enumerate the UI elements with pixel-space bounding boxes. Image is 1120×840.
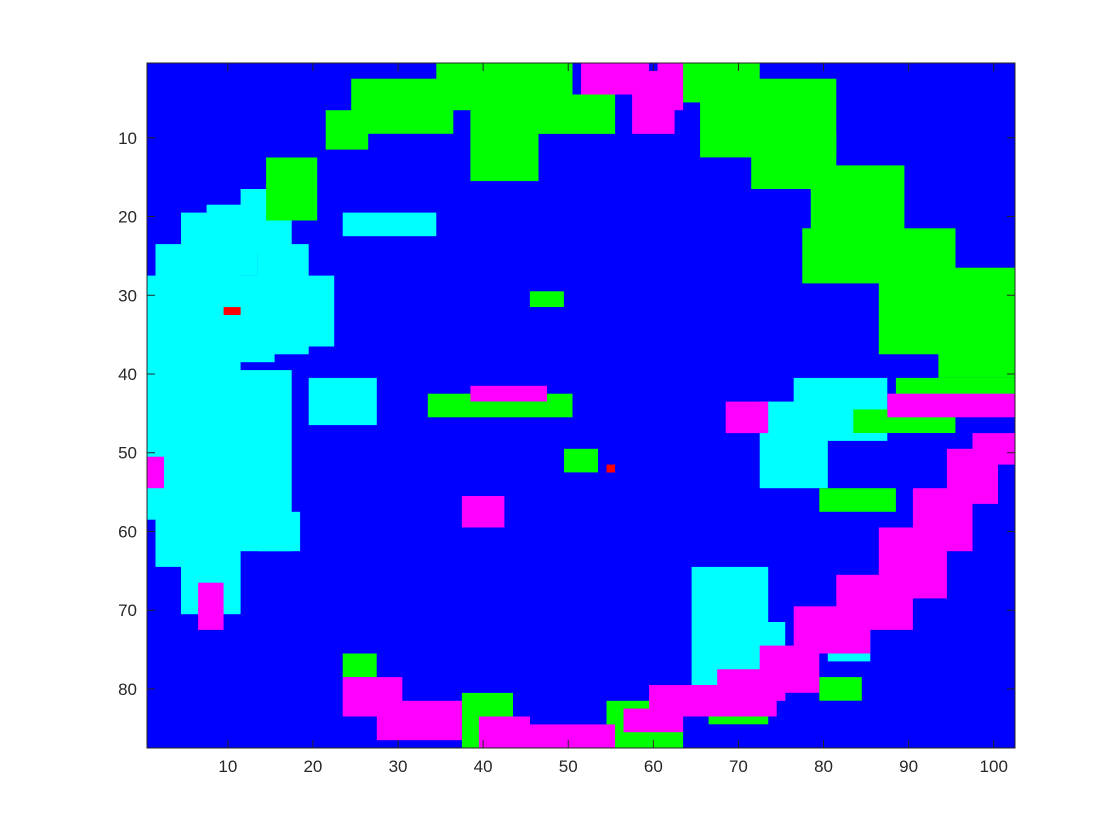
- x-tick-label: 60: [644, 757, 663, 776]
- heatmap-region-green: [351, 78, 454, 134]
- heatmap-region-green: [938, 330, 1015, 378]
- heatmap-region-green: [470, 102, 539, 182]
- heatmap-region-green: [342, 653, 377, 678]
- x-tick-label: 20: [303, 757, 322, 776]
- heatmap-cells: [147, 63, 1015, 748]
- heatmap-region-magenta: [657, 63, 684, 111]
- heatmap-region-magenta: [198, 582, 224, 630]
- x-tick-label: 70: [729, 757, 748, 776]
- heatmap-region-green: [819, 677, 862, 701]
- heatmap-region-green: [819, 488, 896, 512]
- y-axis: 10 20 30 40 50 60 70 80: [118, 129, 1015, 699]
- heatmap-region-magenta: [461, 496, 505, 528]
- y-tick-label: 40: [118, 365, 137, 384]
- heatmap-region-green: [564, 448, 598, 473]
- y-tick-label: 10: [118, 129, 137, 148]
- heatmap-region-red: [606, 464, 615, 473]
- heatmap-region-cyan: [308, 377, 377, 426]
- y-tick-label: 30: [118, 286, 137, 305]
- y-tick-label: 20: [118, 208, 137, 227]
- heatmap-region-magenta: [887, 393, 1015, 418]
- heatmap-region-magenta: [470, 385, 547, 402]
- heatmap-region-magenta: [376, 700, 462, 741]
- x-axis: 10 20 30 40 50 60 70 80 90 100: [218, 63, 1008, 776]
- heatmap-region-green: [538, 94, 616, 134]
- heatmap-region-magenta: [972, 433, 1015, 465]
- x-tick-label: 30: [389, 757, 408, 776]
- heatmap-region-cyan: [181, 212, 241, 615]
- x-tick-label: 80: [814, 757, 833, 776]
- heatmap-region-red: [223, 307, 241, 315]
- heatmap-region-green: [266, 157, 318, 221]
- heatmap-region-magenta: [147, 456, 164, 489]
- x-tick-label: 100: [980, 757, 1008, 776]
- heatmap-region-cyan: [291, 275, 335, 347]
- axes-box: [146, 62, 1016, 749]
- y-tick-label: 80: [118, 680, 137, 699]
- y-tick-label: 50: [118, 444, 137, 463]
- heatmap-region-magenta: [725, 401, 769, 434]
- y-tick-label: 60: [118, 522, 137, 541]
- y-tick-label: 70: [118, 601, 137, 620]
- heatmap-region-green: [529, 291, 564, 307]
- heatmap-region-cyan: [342, 212, 437, 237]
- x-tick-label: 50: [559, 757, 578, 776]
- x-tick-label: 10: [218, 757, 237, 776]
- heatmap-region-magenta: [521, 724, 615, 748]
- heatmap-region-cyan: [257, 511, 301, 552]
- x-tick-label: 90: [899, 757, 918, 776]
- x-tick-label: 40: [474, 757, 493, 776]
